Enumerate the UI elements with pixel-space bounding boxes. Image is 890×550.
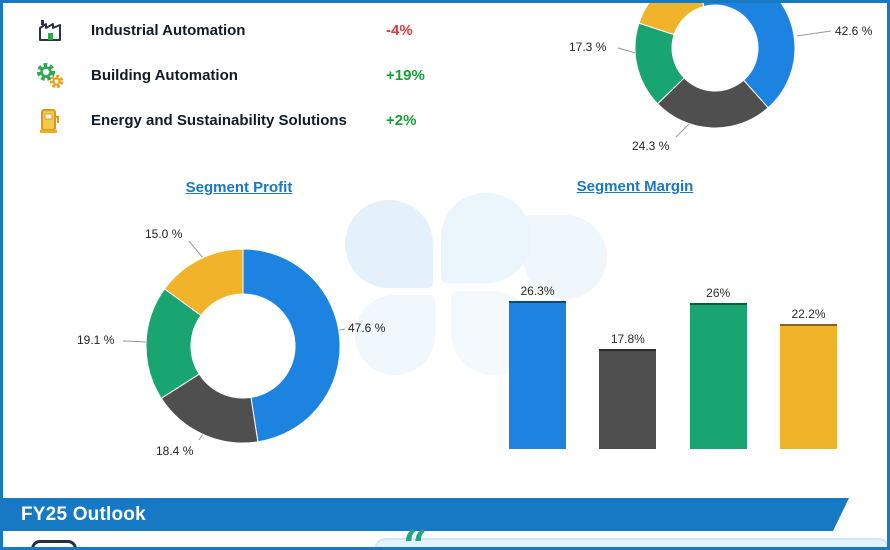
donut-slice xyxy=(702,3,795,109)
donut-slice xyxy=(163,249,244,317)
fy25-outlook-title: FY25 Outlook xyxy=(21,503,146,525)
bar-value-label: 26% xyxy=(706,285,731,300)
segment-margin-bar-chart: 26.3% 17.8% 26% 22.2% xyxy=(509,279,837,449)
decorative-petal xyxy=(523,215,607,299)
bar-column: 26.3% xyxy=(509,284,566,449)
gears-icon xyxy=(37,63,64,89)
donut-slice-label: 17.3 % xyxy=(569,40,607,54)
bar xyxy=(509,301,566,449)
segment-change: +2% xyxy=(386,112,417,129)
segment-profit-heading: Segment Profit xyxy=(185,179,293,196)
factory-icon xyxy=(39,20,61,41)
fy25-outlook-banner: FY25 Outlook xyxy=(3,498,849,531)
bar xyxy=(779,324,837,449)
bar-value-label: 26.3% xyxy=(520,284,555,298)
bar xyxy=(599,348,657,449)
quote-card xyxy=(374,538,887,547)
decorative-petal xyxy=(355,295,435,375)
top-donut-chart xyxy=(635,3,795,128)
decorative-petal xyxy=(345,200,433,288)
donut-slice-label: 15.0 % xyxy=(145,227,183,241)
energy-charger-icon xyxy=(40,109,59,133)
bar-column: 22.2% xyxy=(779,307,837,449)
bar-value-label: 17.8% xyxy=(610,331,645,346)
segment-change: +19% xyxy=(386,67,425,84)
segment-change: -4% xyxy=(386,22,413,39)
bar-column: 26% xyxy=(689,285,747,449)
segment-name: Energy and Sustainability Solutions xyxy=(91,112,347,129)
segment-profit-donut-chart xyxy=(146,249,340,443)
donut-slice-label: 24.3 % xyxy=(632,139,670,153)
donut-slice xyxy=(242,249,340,443)
segment-name: Building Automation xyxy=(91,67,238,84)
quote-mark-icon: “ xyxy=(403,521,428,550)
bar xyxy=(689,302,747,449)
donut-slice-label: 42.6 % xyxy=(835,24,873,38)
bar-value-label: 22.2% xyxy=(791,307,826,322)
donut-slice-label: 19.1 % xyxy=(77,333,115,347)
outlook-item-icon xyxy=(31,540,77,547)
donut-slice xyxy=(638,3,705,36)
donut-slice-label: 47.6 % xyxy=(348,321,386,335)
decorative-petal xyxy=(441,193,531,283)
bar-column: 17.8% xyxy=(599,331,657,449)
segment-name: Industrial Automation xyxy=(91,22,246,39)
donut-slice-label: 18.4 % xyxy=(156,444,194,458)
segment-margin-heading: Segment Margin xyxy=(576,178,694,195)
